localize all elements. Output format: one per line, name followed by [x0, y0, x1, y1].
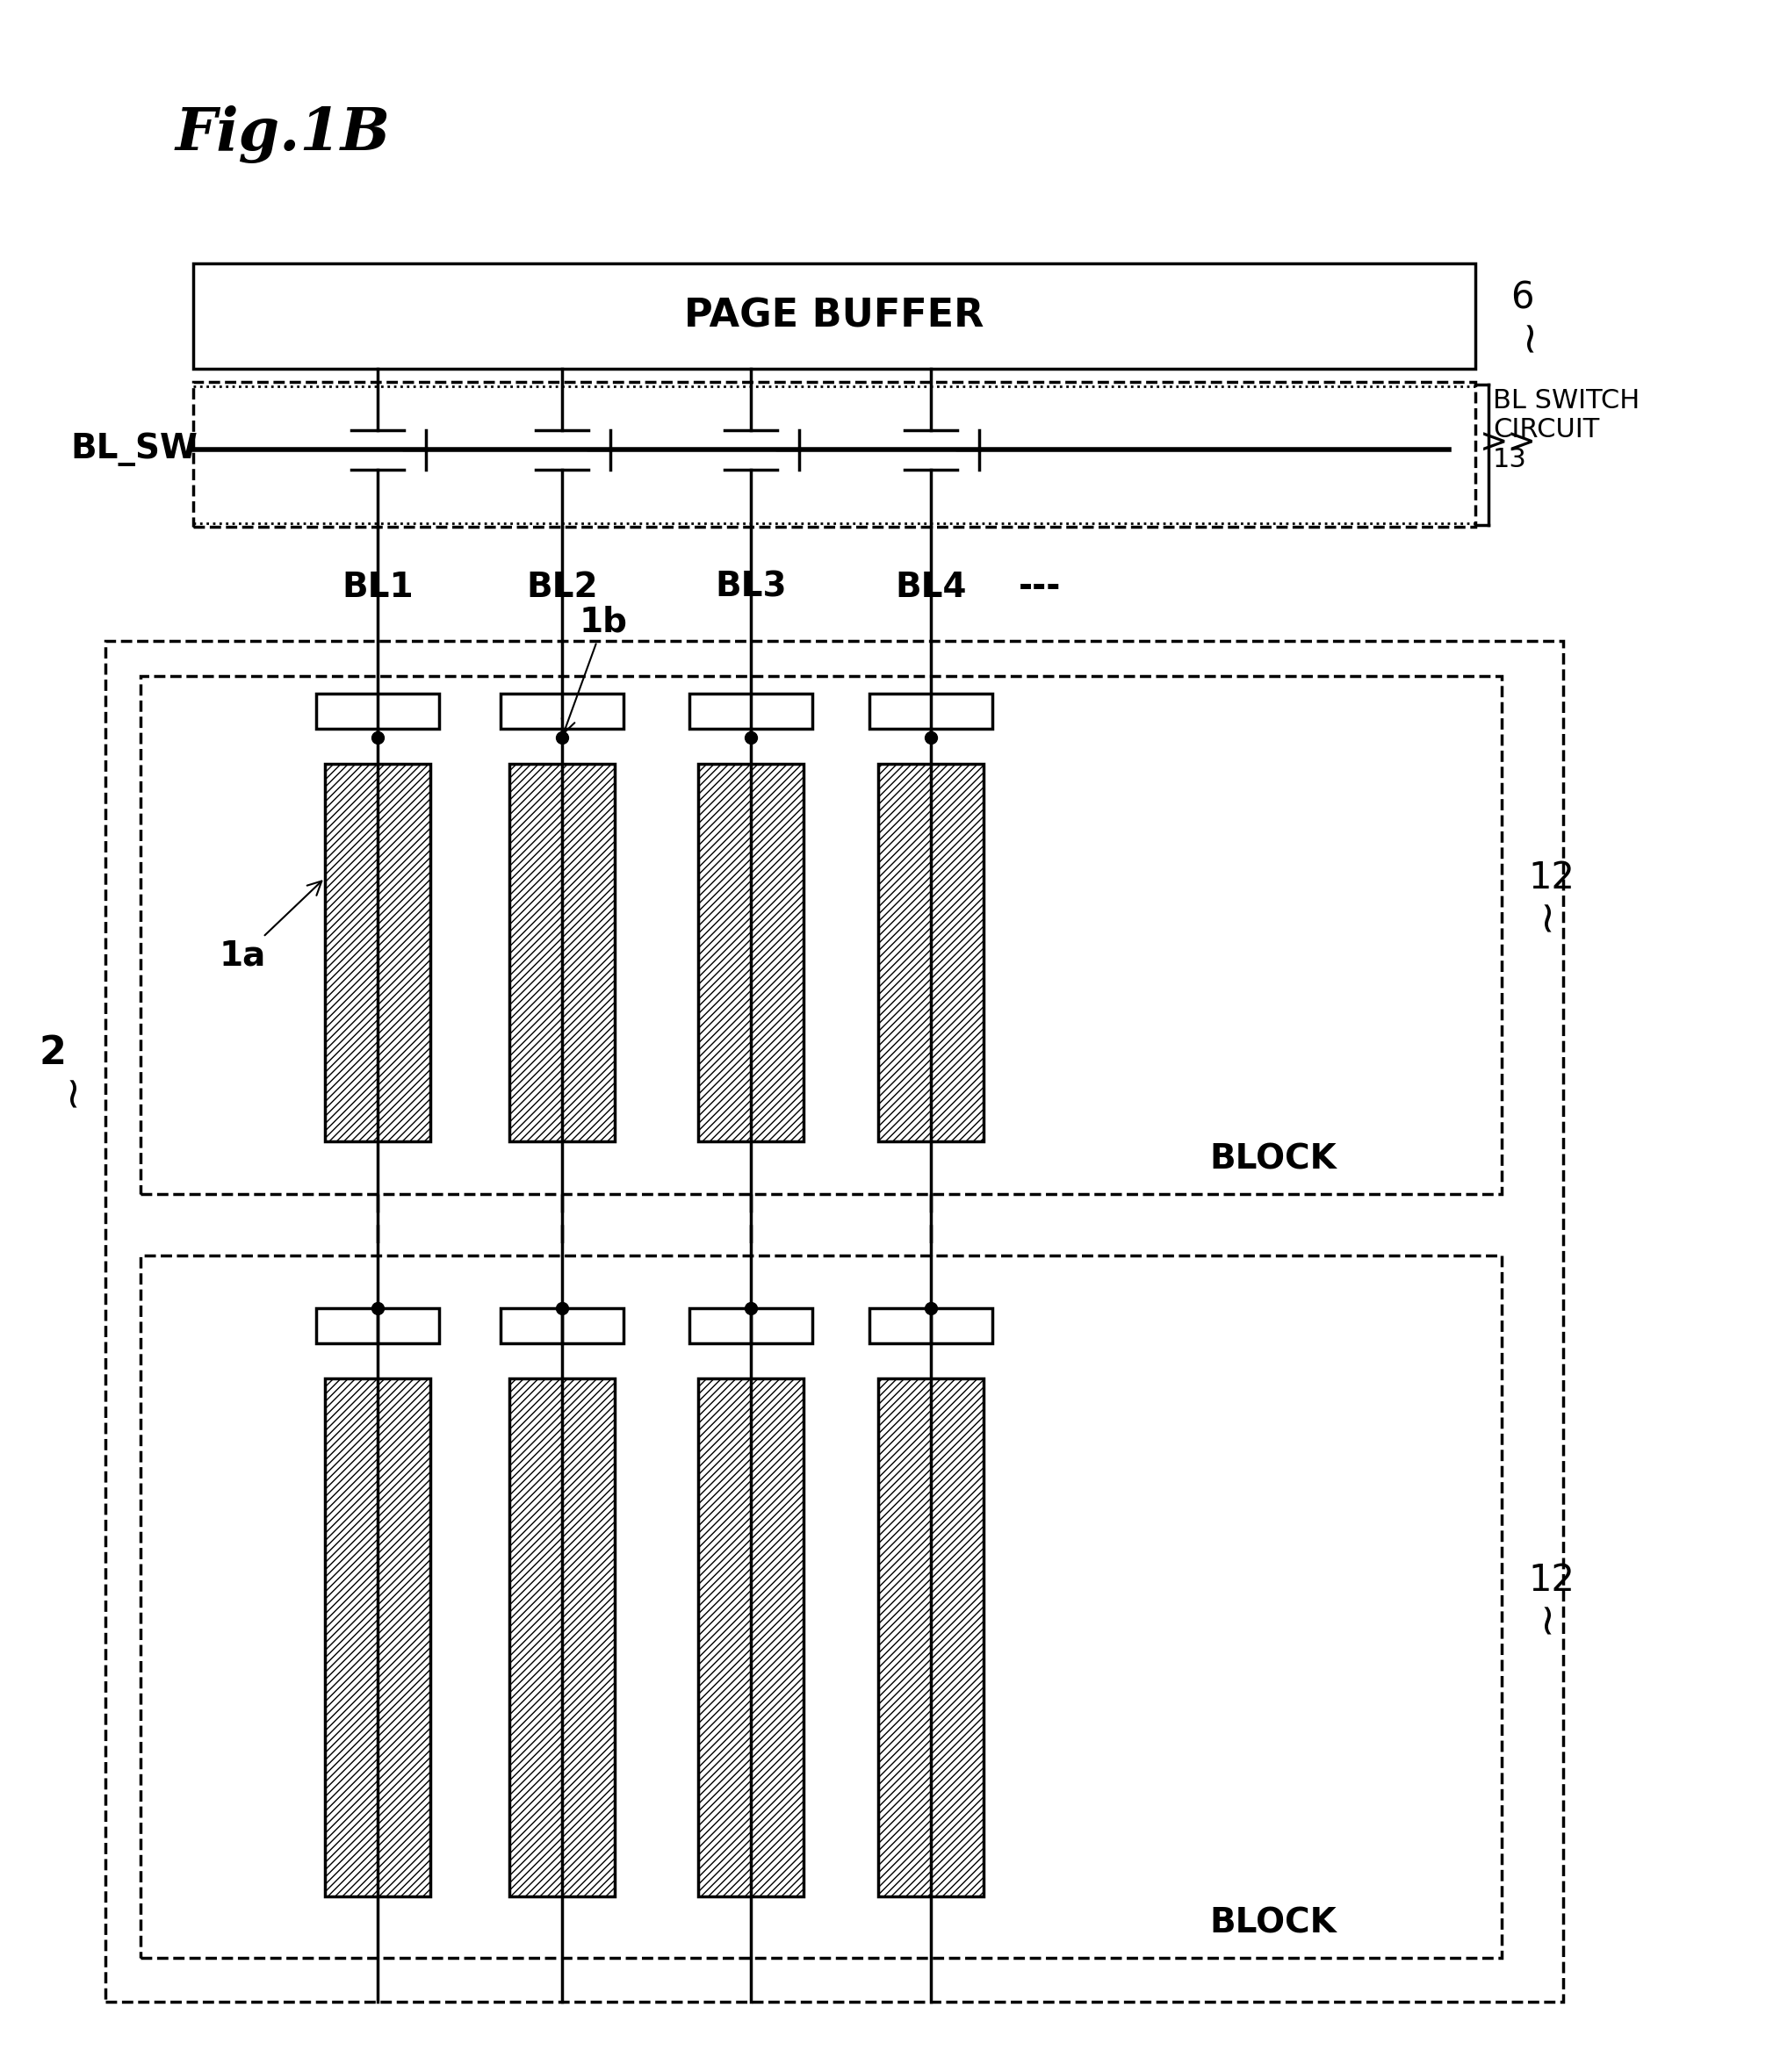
- Bar: [869, 694, 992, 729]
- Text: 12: 12: [1528, 1562, 1575, 1600]
- Text: BL1: BL1: [343, 570, 413, 605]
- Bar: [316, 694, 440, 729]
- Bar: [698, 765, 804, 1142]
- Bar: [325, 765, 431, 1142]
- Bar: [698, 1378, 804, 1896]
- Text: ~: ~: [44, 1080, 87, 1117]
- Text: 1a: 1a: [219, 881, 321, 972]
- Text: BL3: BL3: [715, 570, 786, 605]
- Text: 12: 12: [1528, 860, 1575, 897]
- Bar: [878, 1378, 984, 1896]
- Text: ~: ~: [1519, 1606, 1561, 1643]
- Text: 2: 2: [39, 1034, 67, 1073]
- Text: ~: ~: [1519, 903, 1561, 941]
- Text: >>: >>: [1480, 427, 1536, 460]
- Text: BLOCK: BLOCK: [1210, 1142, 1337, 1175]
- Text: BLOCK: BLOCK: [1210, 1906, 1337, 1939]
- Bar: [500, 1307, 623, 1343]
- Bar: [509, 1378, 615, 1896]
- Bar: [141, 1256, 1501, 1958]
- Bar: [325, 1378, 431, 1896]
- Text: 1b: 1b: [562, 605, 629, 733]
- Bar: [869, 1307, 992, 1343]
- Text: 6: 6: [1510, 280, 1533, 317]
- Text: BL_SW: BL_SW: [71, 433, 198, 466]
- Bar: [192, 381, 1475, 526]
- Text: BL4: BL4: [895, 570, 966, 605]
- Bar: [509, 765, 615, 1142]
- Bar: [689, 694, 812, 729]
- Bar: [192, 263, 1475, 369]
- Text: BL2: BL2: [526, 570, 599, 605]
- Bar: [500, 694, 623, 729]
- Bar: [689, 1307, 812, 1343]
- Text: ---: ---: [1019, 570, 1061, 605]
- Bar: [698, 1378, 804, 1896]
- Bar: [106, 640, 1563, 2002]
- Text: ~: ~: [1501, 323, 1543, 361]
- Bar: [509, 765, 615, 1142]
- Bar: [325, 1378, 431, 1896]
- Bar: [325, 765, 431, 1142]
- Bar: [141, 675, 1501, 1193]
- Text: BL SWITCH
CIRCUIT
13: BL SWITCH CIRCUIT 13: [1492, 387, 1641, 472]
- Bar: [698, 765, 804, 1142]
- Bar: [509, 1378, 615, 1896]
- Bar: [878, 1378, 984, 1896]
- Bar: [878, 765, 984, 1142]
- Bar: [878, 765, 984, 1142]
- Text: PAGE BUFFER: PAGE BUFFER: [685, 296, 984, 336]
- Bar: [316, 1307, 440, 1343]
- Text: Fig.1B: Fig.1B: [175, 106, 390, 164]
